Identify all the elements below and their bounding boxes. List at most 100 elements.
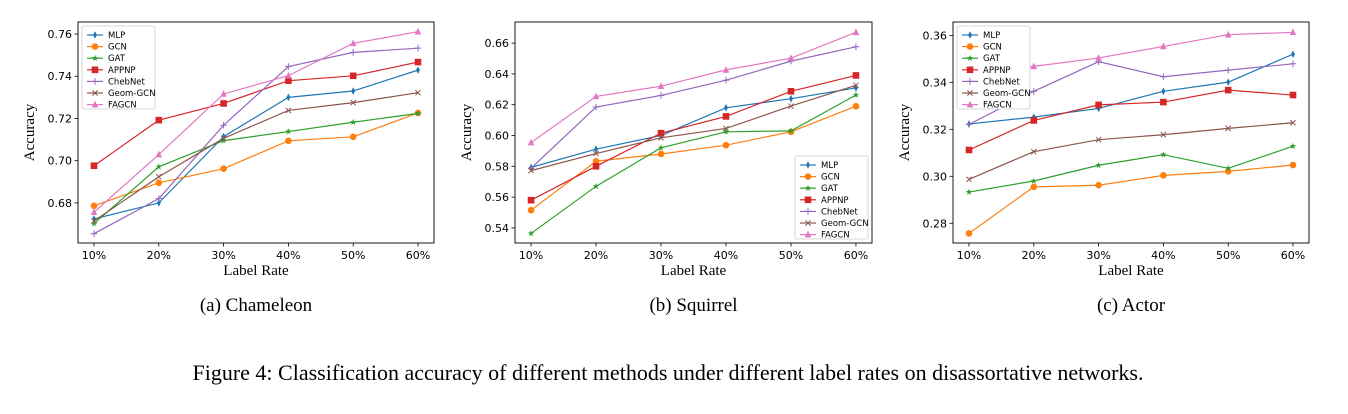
data-point xyxy=(722,113,730,120)
data-point xyxy=(787,54,795,61)
data-point xyxy=(285,63,292,70)
legend-marker xyxy=(91,100,99,108)
y-tick-label: 0.74 xyxy=(48,70,73,83)
data-point xyxy=(527,230,535,237)
data-point xyxy=(349,133,357,141)
y-tick-label: 0.56 xyxy=(485,191,510,204)
x-tick-label: 20% xyxy=(584,249,608,262)
legend-marker xyxy=(805,220,811,226)
data-point xyxy=(1290,119,1296,126)
series-line xyxy=(968,53,1294,125)
y-tick-label: 0.60 xyxy=(485,130,510,143)
legend-item-gat: GAT xyxy=(962,54,1001,64)
data-point xyxy=(787,88,795,95)
data-point xyxy=(788,103,794,110)
data-point xyxy=(414,27,422,35)
x-axis-label: Label Rate xyxy=(661,263,727,279)
series-line xyxy=(530,94,857,234)
data-point xyxy=(1224,168,1232,175)
data-point xyxy=(1160,131,1167,138)
series-line xyxy=(93,112,419,207)
subcaption: (a) Chameleon xyxy=(200,295,313,316)
series-mlp xyxy=(967,50,1295,128)
legend-label: Geom-GCN xyxy=(983,89,1031,99)
legend-item-chebnet: ChebNet xyxy=(87,77,146,87)
series-gat xyxy=(527,91,860,237)
data-point xyxy=(965,146,973,154)
series-line xyxy=(968,89,1294,151)
series-geom-gcn xyxy=(966,119,1296,183)
legend-item-mlp: MLP xyxy=(962,31,1000,41)
data-point xyxy=(852,82,859,89)
data-point xyxy=(1030,183,1038,191)
x-tick-label: 60% xyxy=(406,249,430,262)
figure-caption: Figure 4: Classification accuracy of dif… xyxy=(192,360,1143,385)
data-point xyxy=(1160,98,1167,106)
legend-marker xyxy=(91,78,99,85)
data-point xyxy=(1095,101,1102,109)
legend-marker xyxy=(93,31,97,39)
data-point xyxy=(1289,161,1297,169)
legend-marker xyxy=(804,196,812,204)
series-appnp xyxy=(90,58,422,170)
series-gat xyxy=(90,110,422,227)
data-point xyxy=(90,162,98,170)
legend-item-fagcn: FAGCN xyxy=(962,101,1012,111)
series-chebnet xyxy=(527,43,860,172)
data-point xyxy=(1030,117,1038,124)
data-point xyxy=(1095,161,1102,169)
x-tick-label: 40% xyxy=(276,249,300,262)
data-point xyxy=(285,77,292,84)
data-point xyxy=(1224,66,1232,74)
legend-label: MLP xyxy=(108,31,125,41)
data-point xyxy=(722,66,730,73)
legend-marker xyxy=(91,66,99,74)
data-point xyxy=(349,72,357,80)
x-tick-label: 50% xyxy=(1216,249,1240,262)
legend-label: ChebNet xyxy=(821,207,859,217)
y-axis-label: Accuracy xyxy=(459,103,475,161)
legend-label: GAT xyxy=(983,54,1001,64)
legend-label: Geom-GCN xyxy=(108,89,156,99)
legend-item-mlp: MLP xyxy=(87,31,125,41)
data-point xyxy=(220,135,227,142)
series-line xyxy=(93,61,419,167)
legend-label: MLP xyxy=(821,161,838,171)
data-point xyxy=(965,121,973,128)
series-geom-gcn xyxy=(528,82,859,174)
series-gcn xyxy=(965,161,1297,237)
legend-marker xyxy=(804,208,812,215)
legend-marker xyxy=(91,43,99,50)
data-point xyxy=(1289,142,1297,149)
y-tick-label: 0.62 xyxy=(485,99,510,112)
data-point xyxy=(966,176,972,183)
data-point xyxy=(852,91,860,98)
series-mlp xyxy=(92,66,420,223)
series-line xyxy=(968,122,1294,180)
legend-item-gat: GAT xyxy=(87,54,126,64)
data-point xyxy=(220,137,227,144)
data-point xyxy=(1224,164,1232,172)
y-tick-label: 0.28 xyxy=(923,217,948,230)
data-point xyxy=(657,150,665,158)
legend-item-fagcn: FAGCN xyxy=(800,231,850,241)
data-point xyxy=(723,125,729,132)
subcaption: (c) Actor xyxy=(1097,295,1166,316)
data-point xyxy=(527,196,535,204)
data-point xyxy=(415,89,421,96)
data-point xyxy=(414,44,422,52)
data-point xyxy=(657,92,665,99)
legend-item-appnp: APPNP xyxy=(962,66,1011,76)
data-point xyxy=(1226,78,1231,86)
x-tick-label: 30% xyxy=(1086,249,1110,262)
data-point xyxy=(1095,136,1102,143)
x-tick-label: 40% xyxy=(714,249,738,262)
series-chebnet xyxy=(90,44,422,238)
data-point xyxy=(90,220,98,227)
data-point xyxy=(788,94,793,103)
legend-item-gcn: GCN xyxy=(87,43,127,53)
data-point xyxy=(965,188,973,195)
data-point xyxy=(1160,172,1167,179)
data-point xyxy=(852,43,860,51)
x-tick-label: 60% xyxy=(1281,249,1305,262)
